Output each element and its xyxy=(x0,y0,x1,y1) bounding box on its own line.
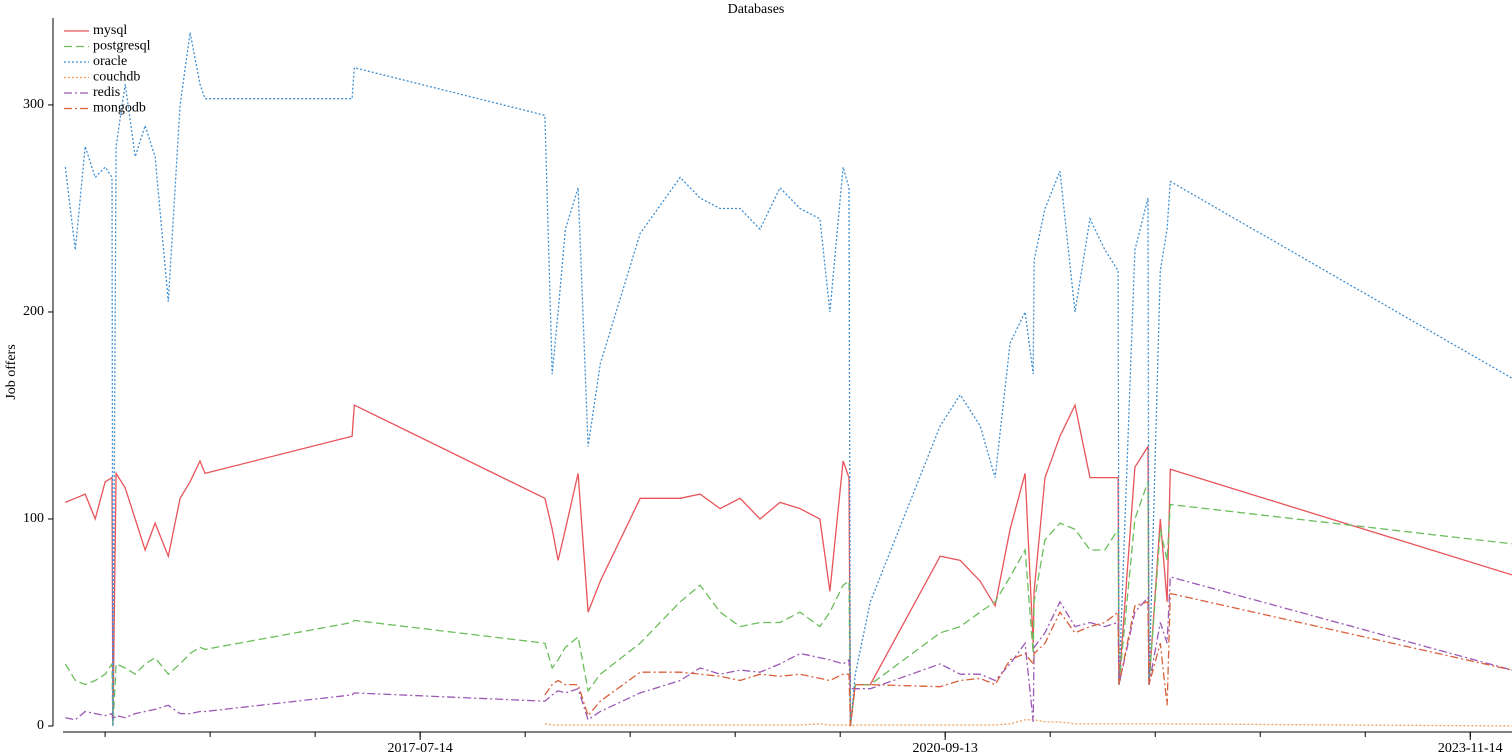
series-line xyxy=(65,576,1512,722)
chart-title: Databases xyxy=(728,2,785,17)
legend-label: oracle xyxy=(93,54,127,69)
x-tick-label: 2023-11-14 xyxy=(1438,741,1503,756)
y-tick-label: 100 xyxy=(23,511,44,526)
legend-label: postgresql xyxy=(93,39,151,54)
legend-label: redis xyxy=(93,85,120,100)
series-line xyxy=(64,32,1512,727)
y-axis-label: Job offers xyxy=(4,344,19,399)
y-tick-label: 200 xyxy=(23,304,44,319)
series-line xyxy=(544,719,1512,727)
x-tick-label: 2020-09-13 xyxy=(913,741,978,756)
y-tick-label: 0 xyxy=(37,718,44,733)
series-line xyxy=(544,592,1512,727)
legend-label: mongodb xyxy=(93,101,146,116)
legend-label: couchdb xyxy=(93,70,140,85)
series-line xyxy=(64,481,1512,727)
x-tick-label: 2017-07-14 xyxy=(387,741,452,756)
legend-label: mysql xyxy=(93,23,127,38)
y-tick-label: 300 xyxy=(23,97,44,112)
series-line xyxy=(65,403,1512,727)
